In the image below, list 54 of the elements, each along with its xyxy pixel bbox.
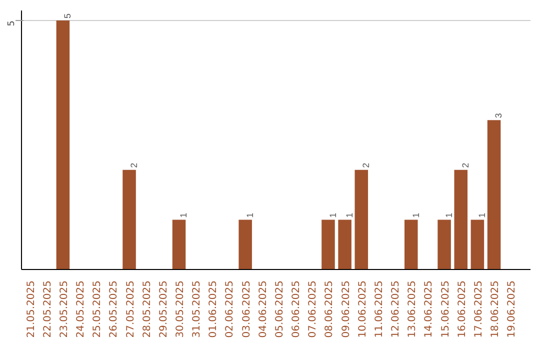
data-label: 2 — [460, 162, 471, 168]
bar — [454, 170, 468, 270]
data-label: 1 — [178, 212, 189, 218]
data-label: 1 — [444, 212, 454, 218]
x-tick-label: 18.06.2025 — [490, 280, 502, 338]
x-tick-label: 03.06.2025 — [241, 280, 252, 338]
x-tick-label: 23.05.2025 — [58, 280, 70, 338]
x-tick-label: 15.06.2025 — [440, 280, 452, 338]
x-tick-label: 21.05.2025 — [26, 280, 37, 338]
bar — [122, 170, 136, 270]
x-tick-label: 19.06.2025 — [506, 280, 518, 338]
bar — [238, 220, 252, 270]
data-label: 1 — [344, 212, 354, 218]
x-tick-label: 04.06.2025 — [258, 280, 269, 338]
data-label: 3 — [494, 113, 504, 118]
x-tick-label: 14.06.2025 — [424, 280, 435, 338]
x-tick-label: 05.06.2025 — [274, 280, 286, 338]
x-tick-label: 12.06.2025 — [390, 280, 402, 338]
x-tick-label: 01.06.2025 — [208, 280, 220, 338]
x-tick-label: 10.06.2025 — [357, 280, 368, 338]
data-label: 2 — [128, 162, 139, 168]
x-tick-label: 06.06.2025 — [291, 280, 302, 338]
x-tick-label: 02.06.2025 — [224, 280, 236, 338]
x-tick-label: 29.05.2025 — [158, 280, 170, 338]
x-tick-label: 24.05.2025 — [76, 280, 87, 338]
x-tick-label: 31.05.2025 — [192, 280, 203, 338]
bar — [438, 220, 451, 270]
x-tick-label: 13.06.2025 — [407, 280, 418, 338]
data-label: 1 — [328, 212, 338, 218]
x-tick-label: 08.06.2025 — [324, 280, 336, 338]
x-tick-label: 27.05.2025 — [125, 280, 136, 338]
x-tick-label: 26.05.2025 — [108, 280, 120, 338]
bar — [338, 220, 352, 270]
data-label: 2 — [361, 162, 372, 168]
data-label: 1 — [410, 212, 421, 218]
x-tick-label: 22.05.2025 — [42, 280, 54, 338]
bar — [172, 220, 186, 270]
x-tick-label: 07.06.2025 — [308, 280, 319, 338]
bar — [470, 220, 484, 270]
x-tick-label: 28.05.2025 — [142, 280, 153, 338]
bar — [354, 170, 368, 270]
x-tick-label: 30.05.2025 — [175, 280, 186, 338]
x-tick-label: 11.06.2025 — [374, 280, 385, 338]
bar — [56, 20, 70, 270]
bar — [404, 220, 418, 270]
data-label: 1 — [477, 212, 488, 218]
bar — [322, 220, 335, 270]
x-tick-label: 25.05.2025 — [92, 280, 104, 338]
x-tick-label: 16.06.2025 — [456, 280, 468, 338]
x-tick-label: 17.06.2025 — [473, 280, 484, 338]
data-label: 5 — [62, 13, 73, 18]
bar — [487, 120, 501, 270]
data-label: 1 — [244, 212, 255, 218]
x-tick-label: 09.06.2025 — [340, 280, 352, 338]
